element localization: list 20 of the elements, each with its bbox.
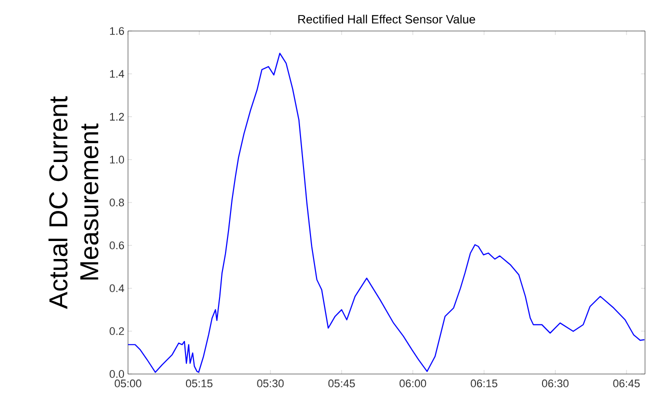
chart-title: Rectified Hall Effect Sensor Value [298, 14, 476, 24]
x-tick-label: 06:15 [470, 380, 498, 388]
x-tick-label: 06:45 [613, 380, 640, 388]
x-tick-label: 05:00 [114, 380, 142, 388]
y-axis-title: Actual DC Current Measurement [48, 96, 98, 309]
y-tick-label: 1.0 [110, 156, 124, 164]
y-tick-label: 1.2 [110, 112, 124, 121]
y-tick-label: 0.2 [110, 327, 124, 336]
y-tick-label: 1.4 [110, 70, 124, 78]
x-tick-label: 06:30 [542, 380, 569, 388]
y-tick-label: 0.0 [110, 370, 124, 378]
x-tick-label: 06:00 [400, 380, 426, 388]
x-tick-label: 05:30 [257, 380, 284, 388]
y-tick-label: 0.4 [110, 284, 124, 292]
y-tick-label: 0.6 [110, 242, 124, 250]
x-tick-label: 05:15 [186, 380, 212, 388]
y-tick-label: 0.8 [110, 198, 124, 206]
y-tick-label: 1.6 [110, 27, 124, 35]
line-series [128, 52, 645, 373]
x-tick-label: 05:45 [328, 380, 355, 388]
